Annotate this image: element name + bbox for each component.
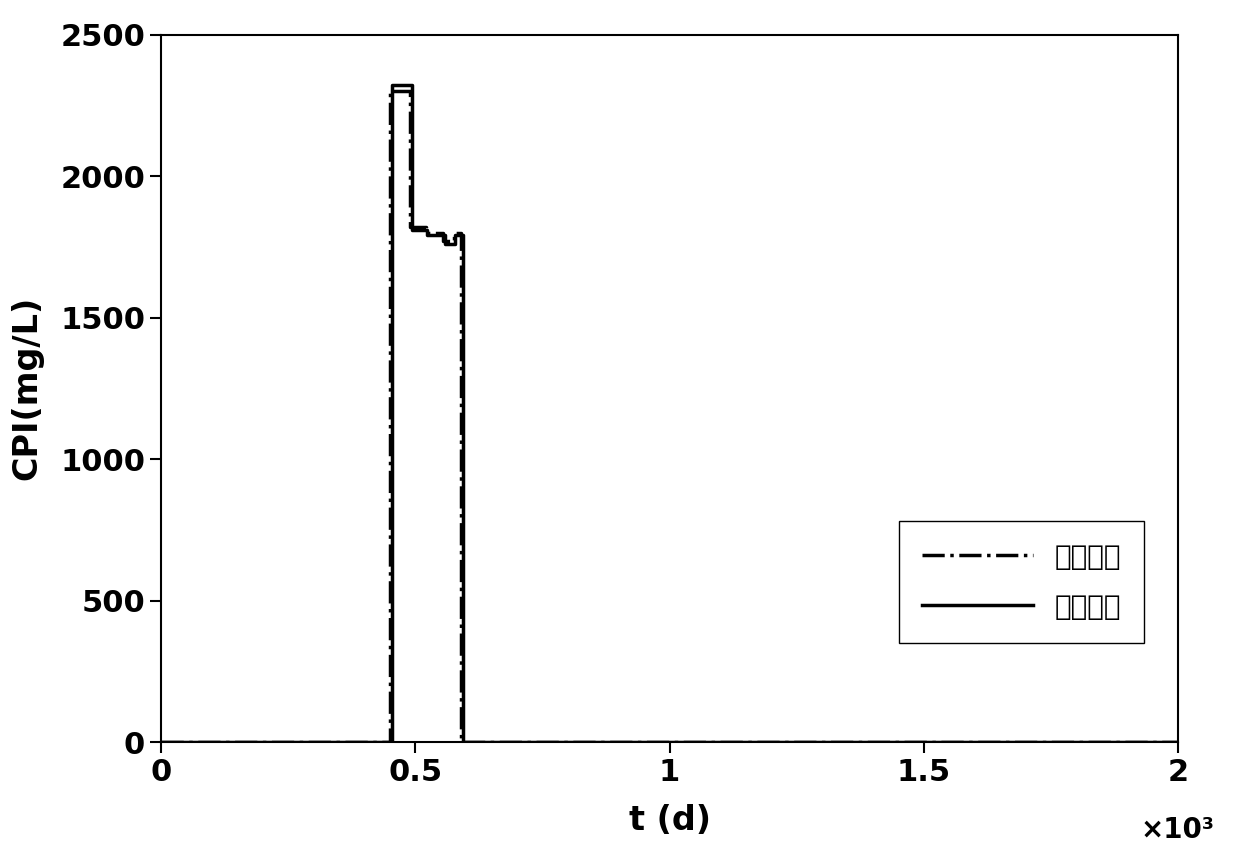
数模方案 <box>382 737 397 747</box>
动态规划 <box>384 80 399 91</box>
动态规划 <box>1171 737 1185 747</box>
Text: ×10³: ×10³ <box>1141 816 1215 843</box>
动态规划 <box>455 737 470 747</box>
数模方案 <box>454 228 469 238</box>
X-axis label: t (d): t (d) <box>629 803 711 837</box>
数模方案 <box>418 228 433 238</box>
数模方案 <box>403 222 418 232</box>
动态规划 <box>419 230 434 241</box>
动态规划 <box>404 80 419 91</box>
数模方案 <box>382 86 397 97</box>
动态规划 <box>448 239 463 249</box>
数模方案 <box>436 228 451 238</box>
动态规划 <box>404 224 419 235</box>
动态规划 <box>448 230 463 241</box>
Legend: 数模方案, 动态规划: 数模方案, 动态规划 <box>899 520 1143 644</box>
Y-axis label: CPI(mg/L): CPI(mg/L) <box>11 296 43 481</box>
Line: 数模方案: 数模方案 <box>161 91 1178 742</box>
数模方案 <box>418 222 433 232</box>
数模方案 <box>446 236 461 246</box>
数模方案 <box>446 228 461 238</box>
动态规划 <box>384 737 399 747</box>
动态规划 <box>438 239 453 249</box>
动态规划 <box>419 224 434 235</box>
动态规划 <box>438 230 453 241</box>
数模方案 <box>154 737 169 747</box>
数模方案 <box>403 86 418 97</box>
Line: 动态规划: 动态规划 <box>161 85 1178 742</box>
数模方案 <box>436 236 451 246</box>
动态规划 <box>154 737 169 747</box>
数模方案 <box>454 737 469 747</box>
数模方案 <box>1171 737 1185 747</box>
动态规划 <box>455 230 470 241</box>
